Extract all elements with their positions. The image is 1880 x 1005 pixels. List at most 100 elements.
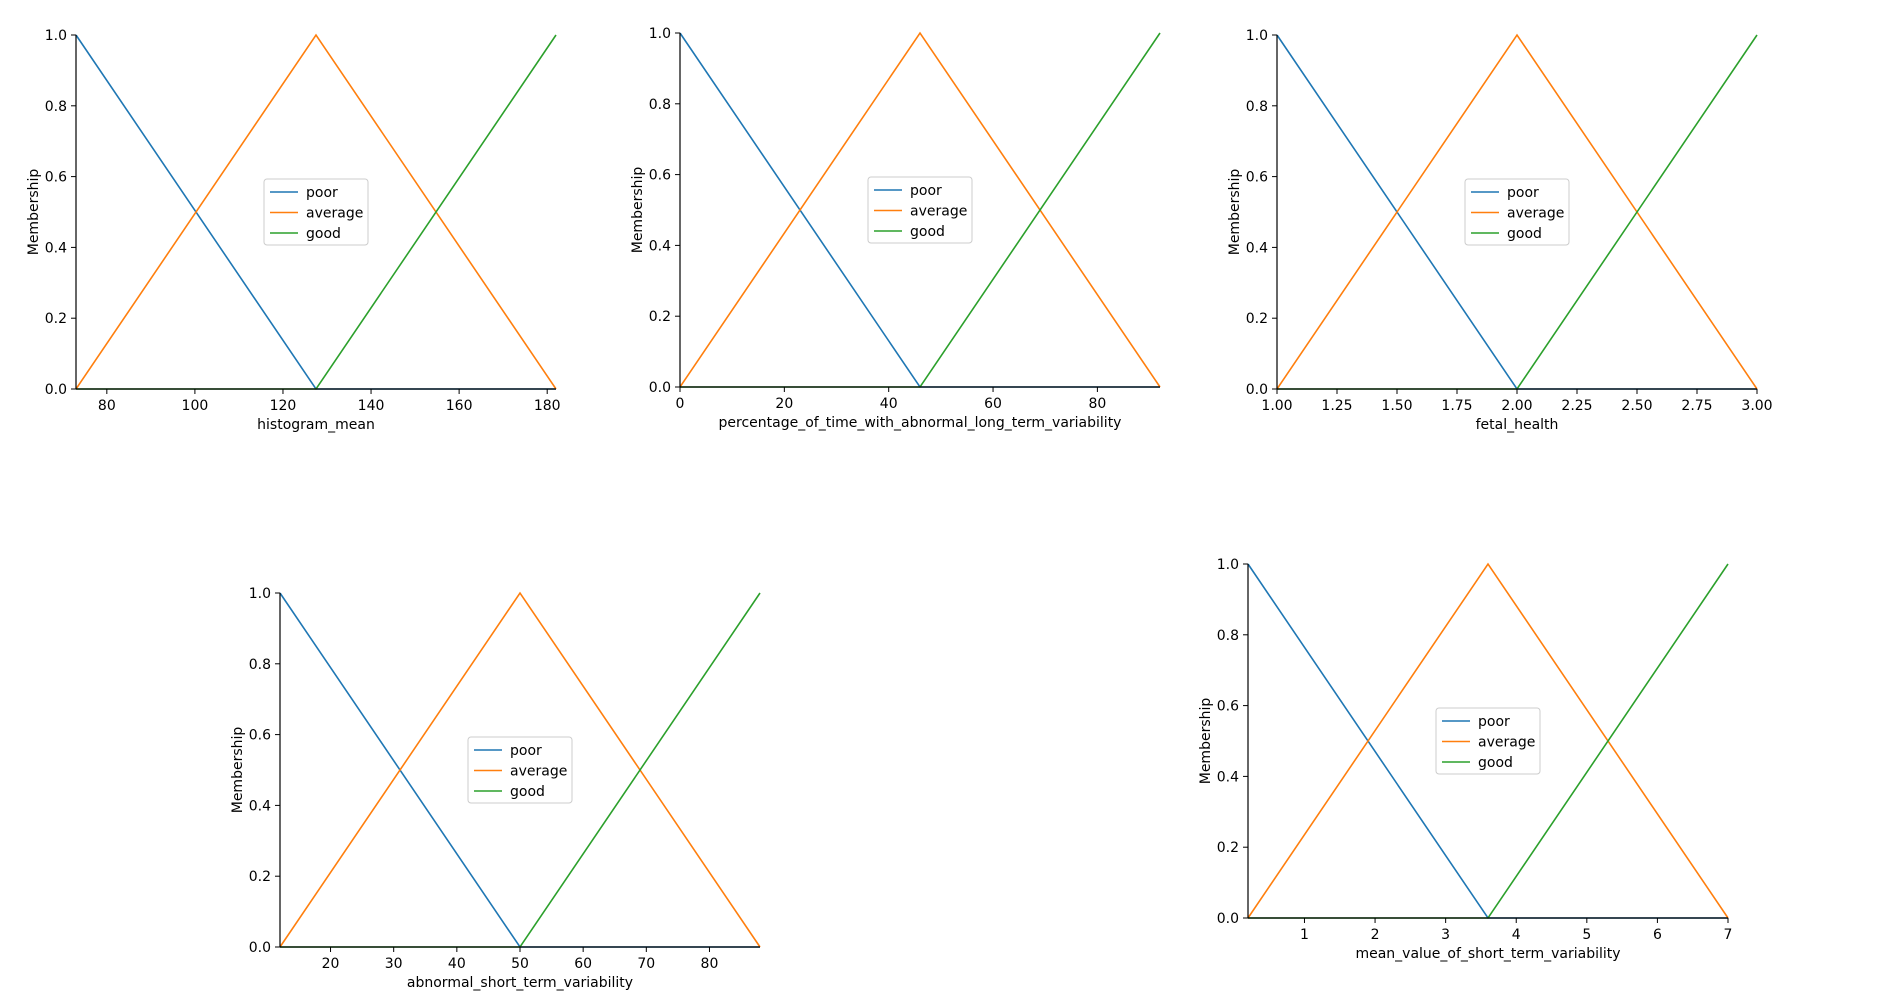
y-tick-label: 0.0 bbox=[1217, 911, 1239, 927]
legend-label-average: average bbox=[910, 204, 967, 220]
x-tick-label: 40 bbox=[448, 956, 466, 972]
y-tick-label: 0.4 bbox=[249, 798, 271, 814]
legend-label-good: good bbox=[1507, 226, 1542, 242]
x-tick-label: 60 bbox=[984, 396, 1002, 412]
x-tick-label: 40 bbox=[880, 396, 898, 412]
y-tick-label: 0.2 bbox=[249, 869, 271, 885]
x-tick-label: 160 bbox=[446, 398, 473, 414]
x-axis-label: mean_value_of_short_term_variability bbox=[1355, 946, 1620, 962]
x-tick-label: 7 bbox=[1724, 927, 1733, 943]
legend-frame bbox=[1464, 178, 1570, 246]
legend-label-good: good bbox=[1478, 755, 1513, 771]
membership-chart-5: 1 2 3 4 5 6 7 0.0 0.2 0.4 0.6 0.8 1.0 mean_value_of_s… bbox=[1198, 557, 1732, 962]
legend: poor average good bbox=[467, 736, 573, 804]
x-tick-label: 30 bbox=[385, 956, 403, 972]
y-tick-label: 0.0 bbox=[249, 940, 271, 956]
membership-chart-2: 0 20 40 60 80 0.0 0.2 0.4 0.6 0.8 1.0 percentage_of… bbox=[630, 26, 1161, 431]
membership-chart-1: 80 100 120 140 160 180 0.0 0.2 0.4 0.6 0.8 1.0 histo… bbox=[26, 28, 561, 433]
legend-label-poor: poor bbox=[306, 185, 338, 201]
y-tick-label: 0.6 bbox=[45, 170, 67, 186]
y-tick-label: 0.8 bbox=[1217, 628, 1239, 644]
y-tick-label: 0.4 bbox=[1246, 240, 1268, 256]
y-tick-label: 0.6 bbox=[249, 728, 271, 744]
x-tick-label: 80 bbox=[1088, 396, 1106, 412]
y-tick-label: 0.8 bbox=[249, 657, 271, 673]
y-tick-label: 1.0 bbox=[45, 28, 67, 44]
y-axis-label: Membership bbox=[630, 167, 646, 254]
x-tick-label: 100 bbox=[182, 398, 209, 414]
y-tick-label: 0.4 bbox=[45, 240, 67, 256]
x-tick-label: 3 bbox=[1441, 927, 1450, 943]
x-tick-label: 1.25 bbox=[1321, 398, 1352, 414]
x-tick-label: 2 bbox=[1371, 927, 1380, 943]
legend-label-poor: poor bbox=[1478, 714, 1510, 730]
membership-chart-3: 1.00 1.25 1.50 1.75 2.00 2.25 2.50 2.75 3.00 0.0 0… bbox=[1227, 28, 1773, 433]
y-tick-label: 0.2 bbox=[1246, 311, 1268, 327]
series-line-average bbox=[75, 33, 557, 390]
x-tick-label: 1 bbox=[1300, 927, 1309, 943]
x-axis-label: histogram_mean bbox=[257, 417, 375, 433]
x-tick-label: 180 bbox=[534, 398, 561, 414]
y-tick-label: 0.6 bbox=[649, 168, 671, 184]
x-tick-label: 5 bbox=[1582, 927, 1591, 943]
y-tick-label: 0.6 bbox=[1217, 699, 1239, 715]
y-tick-label: 0.8 bbox=[1246, 99, 1268, 115]
x-axis-label: abnormal_short_term_variability bbox=[407, 975, 633, 991]
series-line-average bbox=[1247, 562, 1729, 919]
legend-label-average: average bbox=[510, 764, 567, 780]
x-tick-label: 20 bbox=[775, 396, 793, 412]
x-tick-label: 3.00 bbox=[1741, 398, 1772, 414]
x-tick-label: 6 bbox=[1653, 927, 1662, 943]
legend-frame bbox=[867, 176, 973, 244]
x-tick-label: 2.75 bbox=[1681, 398, 1712, 414]
x-tick-label: 50 bbox=[511, 956, 529, 972]
y-axis-label: Membership bbox=[1198, 698, 1214, 785]
legend: poor average good bbox=[1464, 178, 1570, 246]
y-axis-label: Membership bbox=[230, 727, 246, 814]
x-tick-label: 1.50 bbox=[1381, 398, 1412, 414]
legend: poor average good bbox=[867, 176, 973, 244]
series-line-average bbox=[1276, 33, 1758, 390]
x-tick-label: 0 bbox=[676, 396, 685, 412]
legend-label-poor: poor bbox=[1507, 185, 1539, 201]
y-tick-label: 0.8 bbox=[45, 99, 67, 115]
y-tick-label: 0.2 bbox=[1217, 840, 1239, 856]
x-axis-label: percentage_of_time_with_abnormal_long_te… bbox=[719, 415, 1122, 431]
legend-label-average: average bbox=[306, 206, 363, 222]
x-tick-label: 80 bbox=[98, 398, 116, 414]
x-tick-label: 80 bbox=[701, 956, 719, 972]
legend-label-poor: poor bbox=[910, 183, 942, 199]
y-tick-label: 1.0 bbox=[249, 586, 271, 602]
y-axis-label: Membership bbox=[26, 169, 42, 256]
x-tick-label: 1.00 bbox=[1261, 398, 1292, 414]
x-axis-label: fetal_health bbox=[1476, 417, 1559, 433]
legend-label-good: good bbox=[306, 226, 341, 242]
x-tick-label: 2.25 bbox=[1561, 398, 1592, 414]
x-tick-label: 120 bbox=[270, 398, 297, 414]
y-axis-label: Membership bbox=[1227, 169, 1243, 256]
y-tick-label: 1.0 bbox=[1217, 557, 1239, 573]
legend-label-poor: poor bbox=[510, 743, 542, 759]
x-tick-label: 2.50 bbox=[1621, 398, 1652, 414]
y-tick-label: 0.8 bbox=[649, 97, 671, 113]
y-tick-label: 1.0 bbox=[1246, 28, 1268, 44]
y-tick-label: 0.0 bbox=[45, 382, 67, 398]
legend-frame bbox=[263, 178, 369, 246]
y-tick-label: 0.2 bbox=[45, 311, 67, 327]
legend-label-average: average bbox=[1478, 735, 1535, 751]
membership-chart-4: 20 30 40 50 60 70 80 0.0 0.2 0.4 0.6 0.8 1.0 abnormal… bbox=[230, 586, 761, 991]
y-tick-label: 0.0 bbox=[1246, 382, 1268, 398]
y-tick-label: 0.6 bbox=[1246, 170, 1268, 186]
legend-label-good: good bbox=[510, 784, 545, 800]
x-tick-label: 2.00 bbox=[1501, 398, 1532, 414]
x-tick-label: 70 bbox=[637, 956, 655, 972]
legend-frame bbox=[1435, 707, 1541, 775]
x-tick-label: 20 bbox=[322, 956, 340, 972]
y-tick-label: 0.2 bbox=[649, 309, 671, 325]
legend: poor average good bbox=[263, 178, 369, 246]
legend-label-average: average bbox=[1507, 206, 1564, 222]
legend: poor average good bbox=[1435, 707, 1541, 775]
y-tick-label: 0.0 bbox=[649, 380, 671, 396]
legend-frame bbox=[467, 736, 573, 804]
